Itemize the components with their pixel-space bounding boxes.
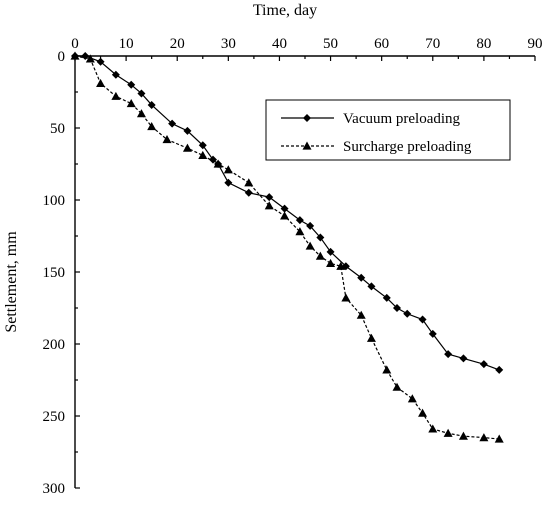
- data-point: [305, 241, 315, 250]
- data-point: [295, 216, 304, 225]
- x-tick-label: 10: [119, 36, 134, 52]
- data-point: [367, 282, 376, 291]
- data-point: [280, 204, 289, 213]
- data-point: [357, 273, 366, 282]
- series-diamond: [71, 52, 504, 374]
- x-tick-label: 20: [170, 36, 185, 52]
- data-point: [444, 350, 453, 359]
- data-point: [458, 431, 468, 440]
- data-point: [183, 126, 192, 135]
- x-tick-label: 40: [272, 36, 287, 52]
- data-point: [168, 119, 177, 128]
- data-point: [147, 100, 156, 109]
- x-tick-label: 90: [528, 36, 543, 52]
- data-point: [428, 329, 437, 338]
- y-tick-label: 150: [43, 265, 66, 281]
- data-point: [341, 293, 351, 302]
- data-point: [306, 221, 315, 230]
- data-point: [182, 143, 192, 152]
- data-point: [443, 428, 453, 437]
- data-point: [126, 99, 136, 108]
- x-tick-label: 0: [71, 36, 79, 52]
- x-tick-label: 30: [221, 36, 236, 52]
- x-tick-label: 60: [374, 36, 389, 52]
- chart-axes: 0 10 20 30 40 50 60 70 80 90 0 50 100 150 200 250 300 Tim…: [3, 2, 543, 497]
- y-tick-label: 250: [43, 409, 66, 425]
- data-point: [96, 57, 105, 66]
- data-point: [382, 293, 391, 302]
- x-axis-title: Time, day: [253, 2, 317, 19]
- data-point: [96, 78, 106, 87]
- data-point: [162, 135, 172, 144]
- data-point: [366, 333, 376, 342]
- data-point: [295, 227, 305, 236]
- data-point: [382, 365, 392, 374]
- y-tick-label: 50: [50, 121, 65, 137]
- data-point: [336, 261, 346, 270]
- y-tick-label: 100: [43, 193, 66, 209]
- data-point: [494, 434, 504, 443]
- data-point: [137, 89, 146, 98]
- data-point: [428, 424, 438, 433]
- data-point: [198, 150, 208, 159]
- y-tick-label: 0: [58, 49, 66, 65]
- x-tick-label: 70: [425, 36, 440, 52]
- y-tick-label: 200: [43, 337, 66, 353]
- data-point: [459, 354, 468, 363]
- data-point: [407, 394, 417, 403]
- data-point: [111, 70, 120, 79]
- data-point: [315, 251, 325, 260]
- data-point: [244, 178, 254, 187]
- data-point: [418, 408, 428, 417]
- data-point: [111, 91, 121, 100]
- data-point: [265, 193, 274, 202]
- data-point: [392, 382, 402, 391]
- data-point: [479, 433, 489, 442]
- data-point: [223, 165, 233, 174]
- data-point: [495, 365, 504, 374]
- x-tick-label: 50: [323, 36, 338, 52]
- data-point: [316, 233, 325, 242]
- chart-series: [70, 51, 504, 443]
- data-point: [127, 80, 136, 89]
- data-point: [198, 141, 207, 150]
- data-point: [147, 122, 157, 131]
- data-point: [70, 51, 80, 60]
- data-point: [280, 211, 290, 220]
- data-point: [244, 188, 253, 197]
- data-point: [356, 310, 366, 319]
- data-point: [393, 304, 401, 312]
- data-point: [403, 309, 412, 318]
- legend-marker: [303, 114, 311, 122]
- data-point: [418, 315, 427, 324]
- series-triangle: [70, 51, 504, 443]
- legend-box: [265, 99, 511, 161]
- data-point: [85, 54, 95, 63]
- y-axis-title: Settlement, mm: [3, 231, 20, 333]
- legend-label: Vacuum preloading: [343, 111, 461, 127]
- x-tick-label: 80: [476, 36, 491, 52]
- data-point: [326, 258, 336, 267]
- data-point: [136, 109, 146, 118]
- data-point: [326, 247, 335, 256]
- y-tick-label: 300: [43, 481, 66, 497]
- data-point: [264, 201, 274, 210]
- legend-marker: [302, 141, 312, 150]
- legend-label: Surcharge preloading: [343, 139, 472, 155]
- chart-legend: Vacuum preloading Surcharge preloading: [265, 99, 511, 161]
- data-point: [479, 360, 488, 369]
- data-point: [213, 159, 223, 168]
- data-point: [224, 178, 233, 187]
